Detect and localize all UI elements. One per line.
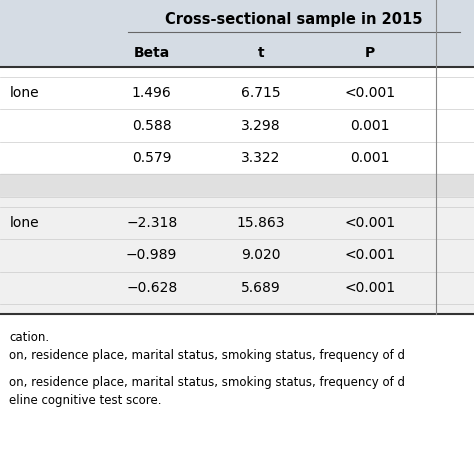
Text: Beta: Beta [134, 46, 170, 60]
Text: cation.: cation. [9, 330, 50, 344]
Text: t: t [257, 46, 264, 60]
Text: 6.715: 6.715 [241, 86, 281, 100]
Text: 0.588: 0.588 [132, 118, 172, 133]
Text: −2.318: −2.318 [126, 216, 177, 230]
Text: <0.001: <0.001 [344, 281, 395, 295]
Text: <0.001: <0.001 [344, 216, 395, 230]
Text: 9.020: 9.020 [241, 248, 281, 263]
Text: −0.628: −0.628 [126, 281, 177, 295]
Text: 1.496: 1.496 [132, 86, 172, 100]
Text: 0.001: 0.001 [350, 118, 390, 133]
Bar [0, 239, 474, 272]
Text: 5.689: 5.689 [241, 281, 281, 295]
Text: 15.863: 15.863 [237, 216, 285, 230]
Text: eline cognitive test score.: eline cognitive test score. [9, 393, 162, 407]
Bar [0, 304, 474, 314]
Text: on, residence place, marital status, smoking status, frequency of d: on, residence place, marital status, smo… [9, 348, 405, 362]
Bar [0, 272, 474, 304]
Text: <0.001: <0.001 [344, 248, 395, 263]
Text: <0.001: <0.001 [344, 86, 395, 100]
Bar [0, 197, 474, 207]
Text: lone: lone [9, 86, 39, 100]
Text: 3.322: 3.322 [241, 151, 281, 165]
Bar [0, 67, 474, 77]
Text: 0.001: 0.001 [350, 151, 390, 165]
Text: Cross-sectional sample in 2015: Cross-sectional sample in 2015 [165, 12, 423, 27]
Text: P: P [365, 46, 375, 60]
Bar [0, 77, 474, 109]
Text: on, residence place, marital status, smoking status, frequency of d: on, residence place, marital status, smo… [9, 375, 405, 389]
Bar [0, 39, 474, 67]
Bar [0, 207, 474, 239]
Bar [0, 109, 474, 142]
Bar [0, 142, 474, 174]
Bar [0, 0, 474, 39]
Text: 0.579: 0.579 [132, 151, 172, 165]
Text: −0.989: −0.989 [126, 248, 177, 263]
Text: lone: lone [9, 216, 39, 230]
Text: 3.298: 3.298 [241, 118, 281, 133]
Bar [0, 174, 474, 197]
